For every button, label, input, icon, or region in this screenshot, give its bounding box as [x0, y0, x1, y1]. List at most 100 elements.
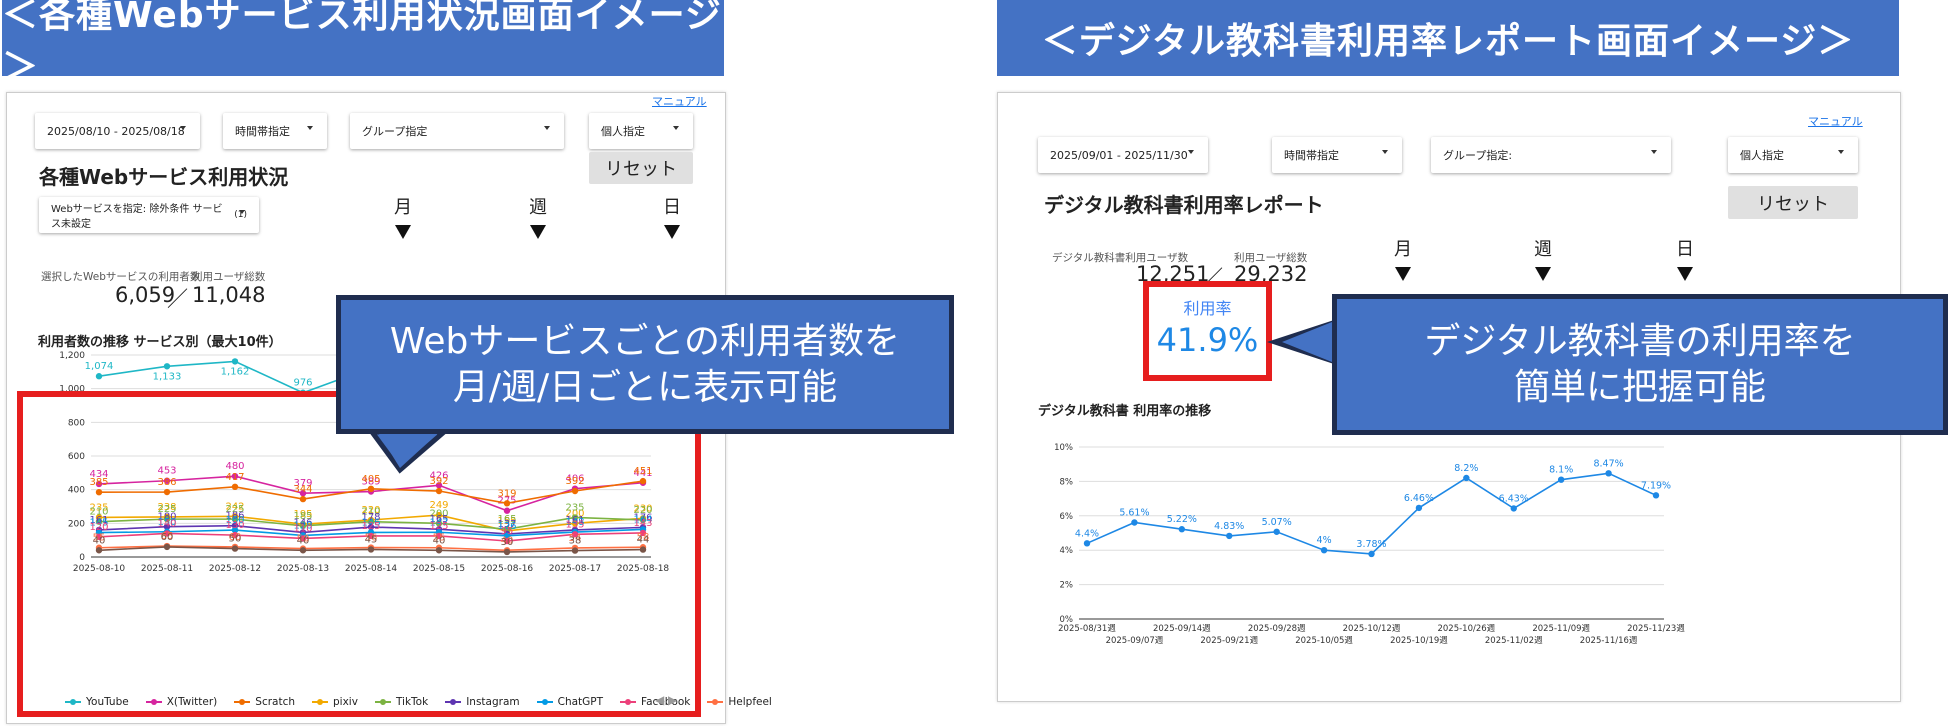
group-dropdown[interactable]: グループ指定 — [350, 113, 564, 149]
data-label: 56 — [365, 533, 378, 544]
left-chart-title: 利用者数の推移 サービス別（最大10件） — [38, 335, 282, 350]
x-tick-label: 2025-08-18 — [617, 564, 670, 574]
selected-users-value: 6,059 — [115, 283, 176, 307]
data-label: 1,133 — [153, 371, 182, 382]
period-week-label: 週 — [1534, 239, 1552, 260]
data-point — [163, 523, 171, 530]
data-point — [435, 511, 443, 519]
legend-label: Scratch — [255, 696, 296, 708]
data-label: 392 — [565, 476, 584, 487]
manual-link[interactable]: マニュアル — [1808, 115, 1863, 128]
data-point — [95, 488, 103, 496]
group-dropdown[interactable]: グループ指定: — [1431, 137, 1671, 173]
period-day[interactable]: 日 — [1670, 235, 1700, 281]
total-users-label: 利用ユーザ総数 — [1234, 252, 1308, 264]
legend-marker-icon — [234, 699, 251, 705]
data-label: 976 — [293, 378, 312, 389]
legend-item[interactable]: ChatGPT — [536, 696, 604, 708]
x-tick-label: 2025-10/05週 — [1295, 636, 1353, 646]
legend-item[interactable]: Facebook — [620, 696, 690, 708]
legend-item[interactable]: X(Twitter) — [145, 696, 217, 708]
total-users-value: 11,048 — [192, 283, 266, 307]
data-point — [299, 522, 307, 530]
data-label: 5.07% — [1262, 517, 1292, 528]
data-point — [95, 547, 103, 554]
data-label: 200 — [565, 508, 584, 519]
data-label: 178 — [361, 512, 380, 523]
page-title: 各種Webサービス利用状況 — [39, 165, 289, 189]
triangle-down-icon — [395, 225, 411, 239]
period-day[interactable]: 日 — [657, 193, 687, 239]
x-tick-label: 2025-10/26週 — [1437, 624, 1495, 634]
legend-item[interactable]: pixiv — [312, 696, 358, 708]
data-point — [95, 518, 103, 525]
legend-label: Facebook — [641, 696, 691, 708]
person-dropdown[interactable]: 個人指定 — [589, 113, 693, 149]
legend-item[interactable]: TikTok — [374, 696, 428, 708]
data-label: 235 — [565, 502, 584, 513]
y-tick-label: 10% — [1054, 443, 1073, 453]
x-tick-label: 2025-08-10 — [73, 564, 126, 574]
data-label: 185 — [293, 511, 312, 522]
rate-label: 利用率 — [1183, 299, 1232, 318]
data-point — [163, 543, 171, 551]
y-tick-label: 6% — [1060, 512, 1074, 522]
legend-pager-arrows[interactable]: ◀ ▶ — [655, 693, 678, 707]
data-label: 195 — [293, 509, 312, 520]
data-label: 45 — [365, 534, 378, 545]
triangle-down-icon — [1535, 267, 1551, 281]
legend-label: ChatGPT — [557, 696, 604, 708]
x-tick-label: 2025-09/21週 — [1200, 636, 1258, 646]
time-range-dropdown[interactable]: 時間帯指定 — [223, 113, 327, 149]
x-tick-label: 2025-09/28週 — [1248, 624, 1306, 634]
data-point — [299, 547, 307, 554]
period-month[interactable]: 月 — [388, 193, 418, 239]
legend-label: Instagram — [466, 696, 520, 708]
chevron-down-icon — [1651, 150, 1657, 154]
x-tick-label: 2025-08-14 — [345, 564, 398, 574]
y-tick-label: 200 — [68, 519, 85, 529]
data-label: 125 — [429, 521, 448, 532]
data-label: 160 — [225, 515, 244, 526]
time-range-dropdown[interactable]: 時間帯指定 — [1272, 137, 1402, 173]
triangle-down-icon — [1677, 267, 1693, 281]
period-week[interactable]: 週 — [1528, 235, 1558, 281]
legend-item[interactable]: Scratch — [234, 696, 295, 708]
data-point — [231, 531, 239, 539]
data-label: 44 — [637, 535, 650, 546]
period-month[interactable]: 月 — [1388, 235, 1418, 281]
legend-item[interactable]: YouTube — [65, 696, 129, 708]
data-point — [1273, 528, 1280, 535]
group-label: グループ指定 — [362, 125, 428, 138]
data-point — [1510, 505, 1517, 512]
manual-link[interactable]: マニュアル — [652, 95, 707, 108]
x-tick-label: 2025-11/09週 — [1532, 624, 1590, 634]
y-tick-label: 1,200 — [59, 351, 85, 361]
data-point — [163, 363, 171, 370]
date-range-dropdown[interactable]: 2025/08/10 - 2025/08/18 — [35, 113, 200, 149]
data-point — [435, 547, 443, 554]
data-point — [435, 482, 443, 489]
data-label: 4% — [1317, 535, 1332, 546]
data-label: 441 — [633, 468, 652, 479]
data-label: 220 — [361, 505, 380, 516]
data-label: 6.46% — [1404, 493, 1434, 504]
data-label: 426 — [429, 470, 448, 481]
chevron-down-icon — [239, 210, 245, 214]
data-label: 165 — [429, 514, 448, 525]
reset-button[interactable]: リセット — [589, 152, 693, 184]
x-tick-label: 2025-10/19週 — [1390, 636, 1448, 646]
data-label: 6.43% — [1499, 493, 1529, 504]
y-tick-label: 0% — [1060, 615, 1074, 625]
data-label: 389 — [361, 477, 380, 488]
legend-item[interactable]: Helpfeel — [707, 696, 772, 708]
date-range-dropdown[interactable]: 2025/09/01 - 2025/11/30 — [1038, 137, 1208, 173]
legend-item[interactable]: Instagram — [445, 696, 520, 708]
data-label: 128 — [293, 520, 312, 531]
left-callout-line1: Webサービスごとの利用者数を — [389, 320, 901, 362]
period-week[interactable]: 週 — [523, 193, 553, 239]
reset-button[interactable]: リセット — [1728, 186, 1858, 219]
service-filter-dropdown[interactable]: Webサービスを指定: 除外条件 サービス未設定 (1) — [39, 197, 259, 233]
person-dropdown[interactable]: 個人指定 — [1728, 137, 1858, 173]
data-label: 58 — [637, 532, 650, 543]
